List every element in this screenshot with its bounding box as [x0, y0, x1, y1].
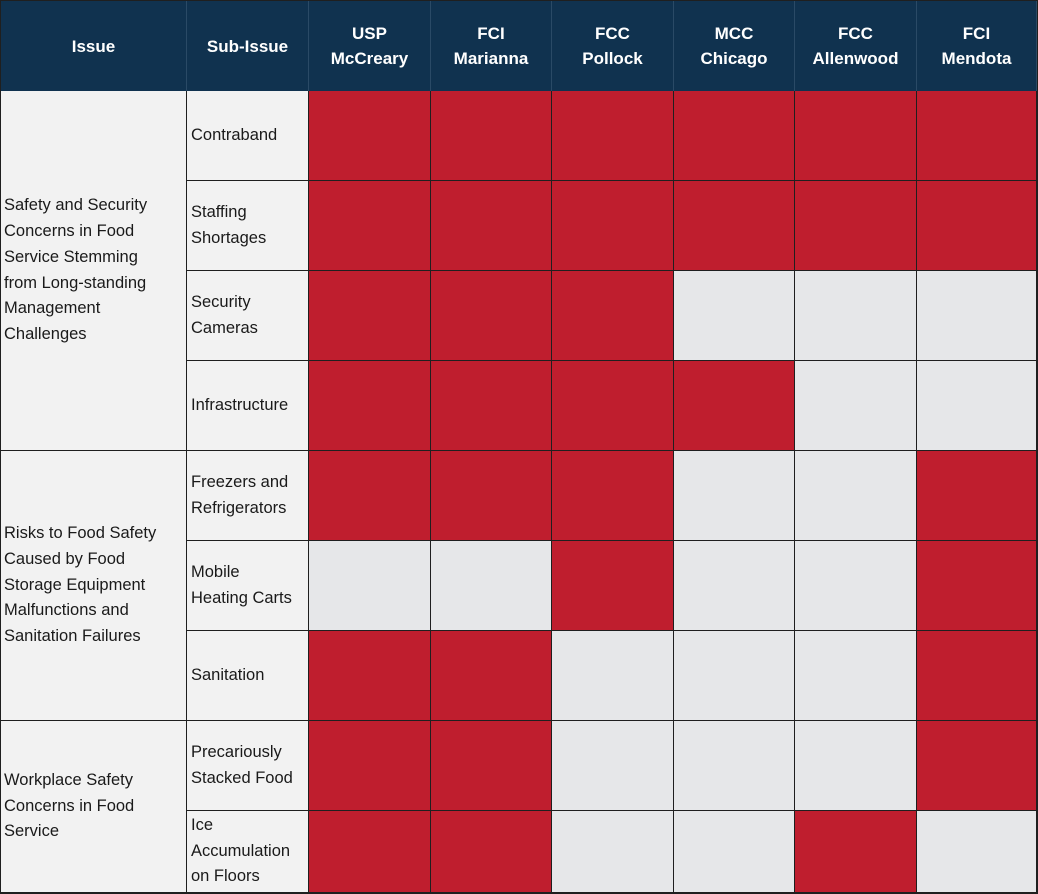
issue-label: Risks to Food Safety Caused by Food Stor…: [4, 524, 157, 646]
finding-cell: [309, 451, 431, 541]
issue-label: Workplace Safety Concerns in Food Servic…: [4, 770, 135, 841]
no-finding-cell: [674, 451, 795, 541]
issue-cell: Workplace Safety Concerns in Food Servic…: [1, 721, 187, 893]
no-finding-cell: [552, 631, 674, 721]
finding-cell: [309, 631, 431, 721]
no-finding-cell: [795, 721, 917, 811]
finding-cell: [917, 541, 1037, 631]
column-header-label: FCI Marianna: [453, 24, 529, 68]
sub-issue-cell: Security Cameras: [187, 271, 309, 361]
finding-cell: [552, 271, 674, 361]
sub-issue-cell: Infrastructure: [187, 361, 309, 451]
column-header: FCI Marianna: [431, 1, 552, 91]
sub-issue-label: Mobile Heating Carts: [191, 562, 292, 607]
finding-cell: [309, 721, 431, 811]
sub-issue-label: Security Cameras: [191, 292, 258, 337]
no-finding-cell: [917, 811, 1037, 893]
issue-cell: Risks to Food Safety Caused by Food Stor…: [1, 451, 187, 721]
sub-issue-label: Staffing Shortages: [191, 202, 267, 247]
finding-cell: [674, 91, 795, 181]
finding-cell: [552, 361, 674, 451]
finding-cell: [552, 181, 674, 271]
finding-cell: [552, 451, 674, 541]
no-finding-cell: [917, 271, 1037, 361]
sub-issue-cell: Contraband: [187, 91, 309, 181]
sub-issue-label: Ice Accumulation on Floors: [191, 815, 291, 886]
sub-issue-cell: Mobile Heating Carts: [187, 541, 309, 631]
finding-cell: [309, 271, 431, 361]
column-header: MCC Chicago: [674, 1, 795, 91]
column-header-label: MCC Chicago: [700, 24, 768, 68]
finding-cell: [917, 91, 1037, 181]
finding-cell: [431, 721, 552, 811]
no-finding-cell: [795, 271, 917, 361]
sub-issue-label: Infrastructure: [191, 395, 289, 414]
finding-cell: [917, 631, 1037, 721]
finding-cell: [795, 91, 917, 181]
no-finding-cell: [674, 271, 795, 361]
column-header: Sub-Issue: [187, 1, 309, 91]
sub-issue-cell: Sanitation: [187, 631, 309, 721]
finding-cell: [431, 181, 552, 271]
sub-issue-label: Precariously Stacked Food: [191, 742, 293, 787]
no-finding-cell: [674, 721, 795, 811]
finding-cell: [795, 811, 917, 893]
no-finding-cell: [674, 811, 795, 893]
no-finding-cell: [309, 541, 431, 631]
finding-cell: [431, 811, 552, 893]
finding-cell: [917, 721, 1037, 811]
issue-label: Safety and Security Concerns in Food Ser…: [4, 196, 148, 344]
column-header-label: USP McCreary: [330, 24, 409, 68]
finding-cell: [917, 451, 1037, 541]
no-finding-cell: [917, 361, 1037, 451]
sub-issue-cell: Freezers and Refrigerators: [187, 451, 309, 541]
finding-cell: [552, 91, 674, 181]
finding-cell: [431, 271, 552, 361]
no-finding-cell: [674, 631, 795, 721]
finding-cell: [552, 541, 674, 631]
finding-cell: [309, 91, 431, 181]
column-header-label: Sub-Issue: [206, 36, 289, 56]
finding-cell: [431, 631, 552, 721]
column-header-label: FCC Allenwood: [812, 24, 899, 68]
finding-cell: [309, 181, 431, 271]
finding-cell: [917, 181, 1037, 271]
finding-cell: [674, 181, 795, 271]
finding-cell: [795, 181, 917, 271]
column-header: FCC Allenwood: [795, 1, 917, 91]
finding-cell: [309, 361, 431, 451]
sub-issue-label: Freezers and Refrigerators: [191, 472, 289, 517]
finding-cell: [309, 811, 431, 893]
column-header: Issue: [1, 1, 187, 91]
no-finding-cell: [795, 451, 917, 541]
no-finding-cell: [674, 541, 795, 631]
no-finding-cell: [552, 721, 674, 811]
column-header: USP McCreary: [309, 1, 431, 91]
no-finding-cell: [795, 361, 917, 451]
column-header-label: Issue: [71, 36, 116, 56]
no-finding-cell: [795, 631, 917, 721]
issue-cell: Safety and Security Concerns in Food Ser…: [1, 91, 187, 451]
sub-issue-cell: Staffing Shortages: [187, 181, 309, 271]
sub-issue-cell: Precariously Stacked Food: [187, 721, 309, 811]
column-header-label: FCI Mendota: [941, 24, 1012, 68]
sub-issue-cell: Ice Accumulation on Floors: [187, 811, 309, 893]
no-finding-cell: [795, 541, 917, 631]
column-header-label: FCC Pollock: [582, 24, 643, 68]
finding-cell: [431, 361, 552, 451]
finding-cell: [431, 91, 552, 181]
column-header: FCI Mendota: [917, 1, 1037, 91]
sub-issue-label: Contraband: [191, 125, 278, 144]
finding-cell: [431, 451, 552, 541]
no-finding-cell: [552, 811, 674, 893]
no-finding-cell: [431, 541, 552, 631]
sub-issue-label: Sanitation: [191, 665, 265, 684]
column-header: FCC Pollock: [552, 1, 674, 91]
finding-cell: [674, 361, 795, 451]
